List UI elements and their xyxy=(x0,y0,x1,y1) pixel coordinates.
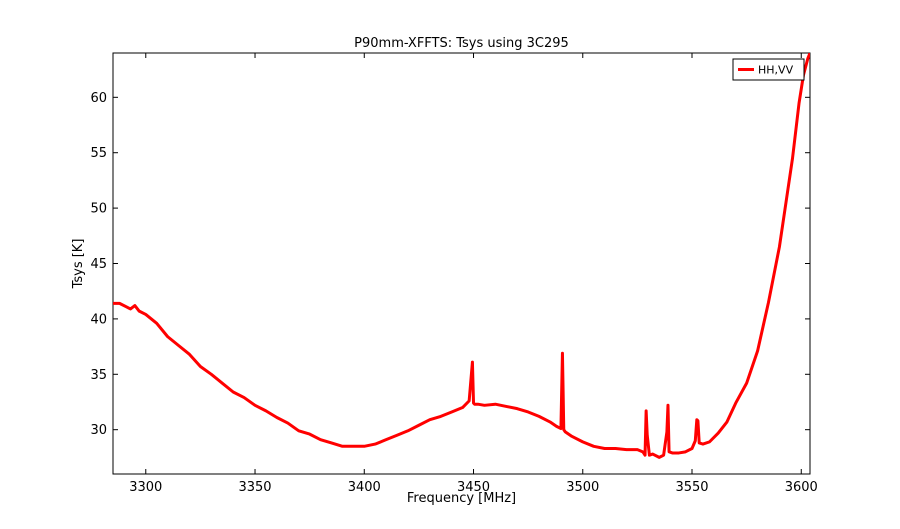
x-tick-label: 3550 xyxy=(675,480,708,495)
x-axis-title: Frequency [MHz] xyxy=(407,491,516,506)
x-tick-label: 3450 xyxy=(457,480,490,495)
legend-label-hh-vv: HH,VV xyxy=(758,64,794,77)
y-tick-label: 50 xyxy=(90,202,107,217)
series-line-hh-vv xyxy=(113,53,810,459)
x-tick-label: 3500 xyxy=(566,480,599,495)
x-tick-label: 3400 xyxy=(348,480,381,495)
y-tick-label: 45 xyxy=(90,257,107,272)
chart-title: P90mm-XFFTS: Tsys using 3C295 xyxy=(354,36,569,51)
y-axis-title: Tsys [K] xyxy=(71,239,86,290)
y-tick-label: 30 xyxy=(90,423,107,438)
x-tick-label: 3600 xyxy=(785,480,818,495)
y-tick-label: 60 xyxy=(90,91,107,106)
y-tick-label: 35 xyxy=(90,368,107,383)
plot-area xyxy=(112,52,811,475)
legend-box xyxy=(732,58,805,81)
plot-frame xyxy=(112,52,811,475)
y-axis: 30 35 40 45 50 55 60 xyxy=(90,91,810,438)
y-tick-label: 40 xyxy=(90,312,107,327)
x-axis: 3300 3350 3400 3450 3500 3550 3600 xyxy=(129,53,818,495)
y-tick-label: 55 xyxy=(90,146,107,161)
x-tick-label: 3350 xyxy=(238,480,271,495)
legend: HH,VV xyxy=(732,58,805,81)
x-tick-label: 3300 xyxy=(129,480,162,495)
